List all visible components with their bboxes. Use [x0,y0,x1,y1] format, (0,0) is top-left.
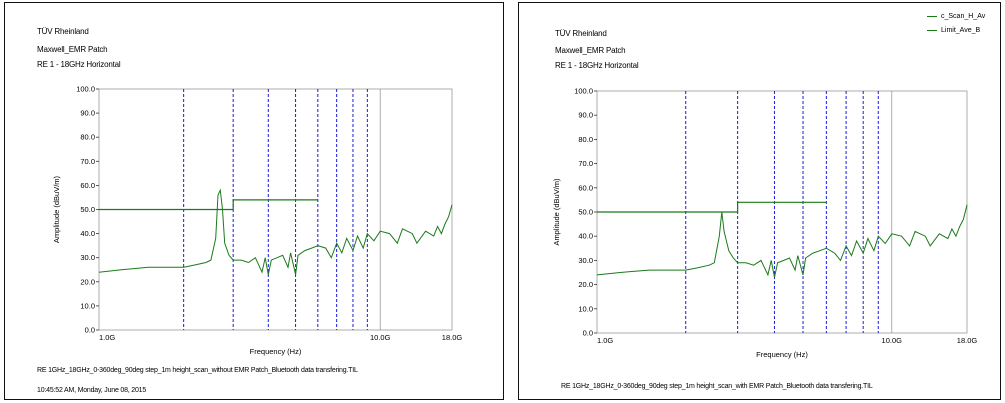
x-tick-label: 18.0G [442,333,463,342]
y-tick-label: 80.0 [578,135,593,144]
y-tick-label: 30.0 [578,256,593,265]
footer-filename: RE 1GHz_18GHz_0-360deg_90deg step_1m hei… [561,383,873,390]
legend-line-icon [927,15,937,17]
y-tick-label: 10.0 [80,301,95,310]
header-project: Maxwell_EMR Patch [37,45,108,54]
y-tick-label: 60.0 [578,183,593,192]
x-axis-title: Frequency (Hz) [756,350,808,359]
x-tick-label: 10.0G [370,333,391,342]
legend-entry-scan: c_Scan_H_Av [927,13,985,20]
header-test: RE 1 - 18GHz Horizontal [37,60,121,69]
y-tick-label: 100.0 [574,87,593,96]
legend-entry-limit: Limit_Ave_B [927,27,980,34]
legend-label: Limit_Ave_B [941,27,981,34]
x-tick-label: 18.0G [957,336,978,345]
y-tick-label: 20.0 [578,280,593,289]
legend-label: c_Scan_H_Av [941,13,986,20]
y-tick-label: 10.0 [578,304,593,313]
y-tick-label: 70.0 [80,157,95,166]
header-test: RE 1 - 18GHz Horizontal [555,61,639,70]
limit-line [597,201,827,213]
y-axis-title: Amplitude (dBuV/m) [52,175,61,243]
y-tick-label: 40.0 [578,232,593,241]
x-tick-label: 10.0G [882,336,903,345]
y-tick-label: 100.0 [76,85,95,94]
chart-panel-right: TÜV Rheinland Maxwell_EMR Patch RE 1 - 1… [518,2,1001,400]
scan-trace [98,188,453,275]
y-tick-label: 50.0 [578,208,593,217]
y-tick-label: 80.0 [80,133,95,142]
y-tick-label: 0.0 [85,326,95,335]
y-tick-label: 50.0 [80,205,95,214]
limit-line [99,199,318,211]
y-axis-title: Amplitude (dBuV/m) [552,178,561,246]
y-tick-label: 40.0 [80,229,95,238]
y-tick-label: 0.0 [583,329,593,338]
y-tick-label: 90.0 [80,109,95,118]
header-company: TÜV Rheinland [555,29,607,38]
chart-panel-left: TÜV Rheinland Maxwell_EMR Patch RE 1 - 1… [4,2,504,400]
scan-trace [596,204,968,278]
y-tick-label: 20.0 [80,277,95,286]
x-tick-label: 1.0G [597,336,613,345]
y-tick-label: 60.0 [80,181,95,190]
footer-timestamp: 10:45:52 AM, Monday, June 08, 2015 [37,387,147,394]
emission-plot-left: 0.0 10.0 20.0 30.0 40.0 50.0 60.0 70.0 80.0 90.0 1… [52,85,463,357]
legend-line-icon [927,29,937,31]
footer-filename: RE 1GHz_18GHz_0-360deg_90deg step_1m hei… [37,367,358,374]
header-company: TÜV Rheinland [37,27,89,36]
x-axis-title: Frequency (Hz) [250,347,302,356]
y-tick-label: 70.0 [578,159,593,168]
header-project: Maxwell_EMR Patch [555,46,626,55]
x-tick-label: 1.0G [99,333,115,342]
y-tick-label: 90.0 [578,111,593,120]
y-tick-label: 30.0 [80,253,95,262]
emission-plot-right: 0.0 10.0 20.0 30.0 40.0 50.0 60.0 70.0 80.0 90.0 1… [552,87,978,360]
